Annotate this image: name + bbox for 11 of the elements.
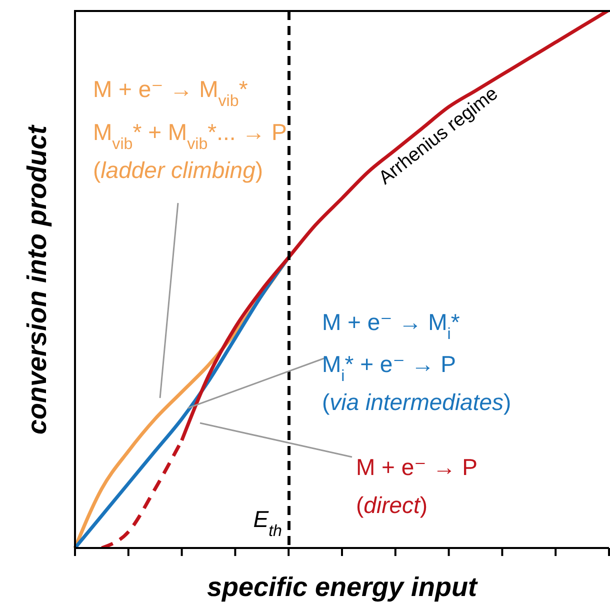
x-axis-title: specific energy input [206, 572, 478, 602]
annotation: (via intermediates) [322, 389, 512, 415]
annotation: M$_{vib}$* + M$_{vib}$*... → P [93, 119, 287, 153]
annotation: M + e⁻ → M$_{vib}$* [93, 76, 248, 110]
annotation: (ladder climbing) [93, 157, 264, 183]
annotation: M + e⁻ → M$_{i}$* [322, 309, 460, 343]
annotation: (direct) [356, 492, 428, 518]
annotation: M + e⁻ → P [356, 454, 478, 480]
annotation: E$_{th}$ [253, 506, 282, 540]
y-axis-title: conversion into product [22, 124, 52, 435]
annotation: M$_{i}$* + e⁻ → P [322, 351, 456, 385]
